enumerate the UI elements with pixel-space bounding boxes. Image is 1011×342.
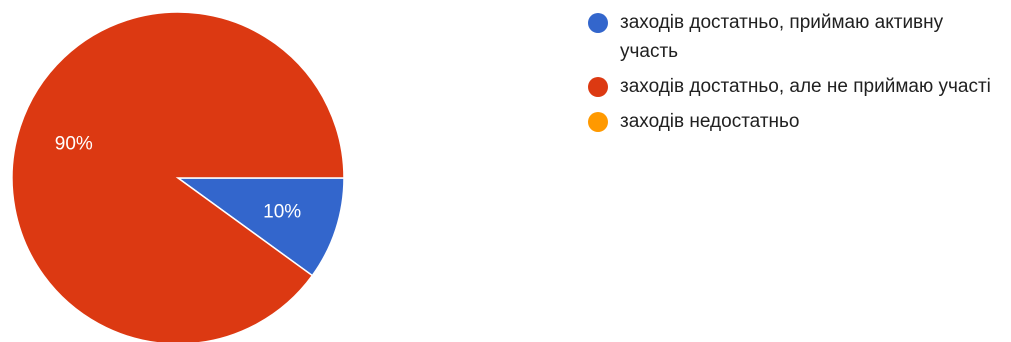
legend-swatch-icon: [588, 13, 608, 33]
legend-item-no-participation[interactable]: заходів достатньо, але не приймаю участі: [588, 72, 1008, 101]
pie-slice-labels: 10% 90%: [55, 134, 302, 223]
legend-swatch-icon: [588, 77, 608, 97]
legend-label: заходів достатньо, приймаю активну участ…: [620, 12, 944, 62]
pie-slice-label: 90%: [55, 134, 93, 155]
pie-slice[interactable]: [175, 177, 345, 277]
legend: заходів достатньо, приймаю активну участ…: [588, 8, 1008, 142]
pie-slices: [11, 11, 345, 342]
pie-chart: 10% 90%: [11, 11, 345, 342]
legend-swatch-icon: [588, 112, 608, 132]
legend-label: заходів достатньо, але не приймаю участі: [620, 76, 991, 97]
legend-item-insufficient[interactable]: заходів недостатньо: [588, 107, 1008, 136]
legend-item-active-participation[interactable]: заходів достатньо, приймаю активну участ…: [588, 8, 1008, 66]
pie-slice-label: 10%: [263, 201, 301, 222]
pie-slice[interactable]: [11, 11, 345, 342]
legend-label: заходів недостатньо: [620, 111, 800, 132]
